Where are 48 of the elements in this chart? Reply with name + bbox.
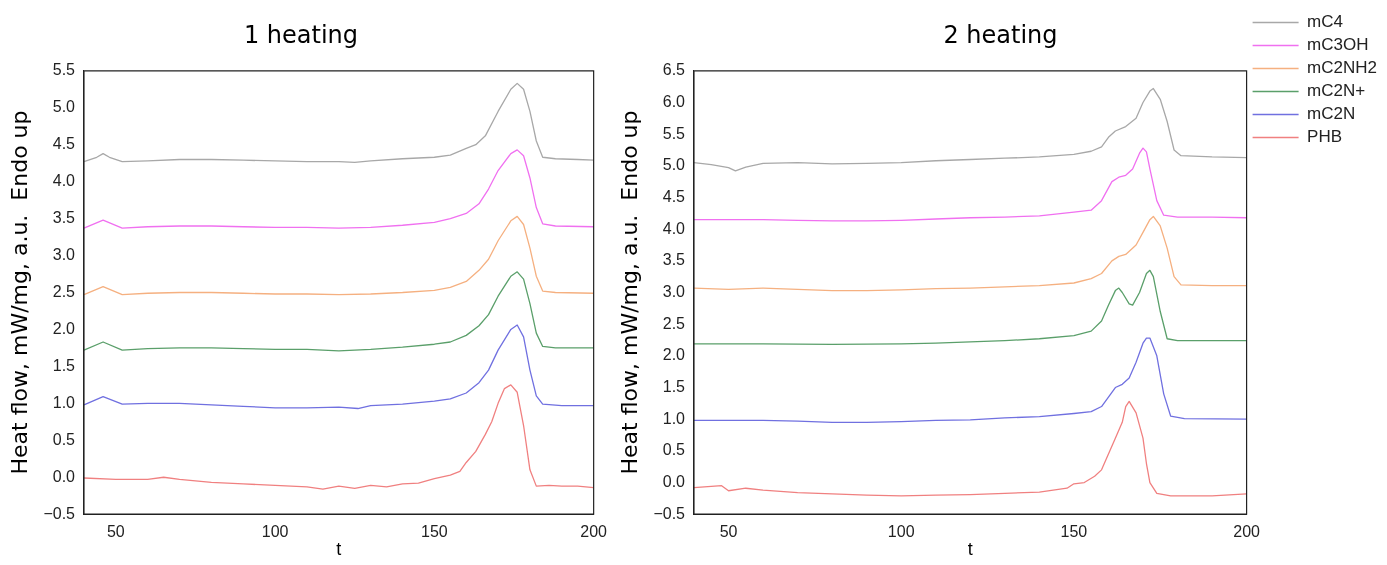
y-tick-label: 3.0 [662, 282, 686, 300]
y-axis-title: Heat flow, mW/mg, a.u. Endo up [616, 110, 642, 475]
legend-label: mC3OH [1307, 35, 1369, 55]
x-tick-label: 100 [887, 523, 915, 541]
x-tick-label: 150 [1060, 523, 1088, 541]
y-tick-label: 0.5 [662, 441, 686, 459]
legend-label: mC2N [1307, 104, 1356, 124]
y-axis-title: Heat flow, mW/mg, a.u. Endo up [6, 110, 32, 475]
y-tick-label: 0.0 [662, 472, 686, 490]
y-tick-label: 4.0 [662, 219, 686, 237]
y-tick-label: 0.0 [52, 467, 76, 485]
x-tick-label: 100 [261, 523, 289, 541]
chart-title: 2 heating [943, 20, 1058, 49]
x-tick-label: 200 [1233, 523, 1261, 541]
y-tick-label: 2.5 [52, 282, 76, 300]
y-tick-label: 3.5 [52, 209, 76, 227]
y-tick-label: 2.5 [662, 314, 686, 332]
y-tick-label: −0.5 [43, 504, 76, 522]
y-tick-label: 2.0 [52, 319, 76, 337]
legend-label: mC2NH2 [1307, 58, 1378, 78]
chart-title: 1 heating [243, 20, 359, 49]
x-axis-title: t [967, 539, 973, 560]
legend-label: mC4 [1307, 12, 1344, 32]
y-tick-label: 6.0 [662, 92, 686, 110]
y-tick-label: 4.0 [52, 172, 76, 190]
y-tick-label: 1.5 [662, 377, 686, 395]
y-tick-label: 4.5 [52, 135, 76, 153]
y-tick-label: 0.5 [52, 430, 76, 448]
x-tick-label: 50 [719, 523, 738, 541]
y-tick-label: 1.5 [52, 356, 76, 374]
y-tick-label: 5.5 [662, 124, 686, 142]
y-tick-label: 5.0 [52, 98, 76, 116]
y-tick-label: −0.5 [653, 504, 686, 522]
y-tick-label: 6.5 [662, 61, 686, 79]
legend-label: PHB [1307, 127, 1343, 147]
x-axis-title: t [336, 539, 342, 560]
y-tick-label: 5.5 [52, 61, 76, 79]
x-tick-label: 50 [106, 523, 125, 541]
legend-label: mC2N+ [1307, 81, 1366, 101]
x-tick-label: 200 [580, 523, 608, 541]
y-tick-label: 1.0 [52, 393, 76, 411]
y-tick-label: 2.0 [662, 346, 686, 364]
y-tick-label: 3.0 [52, 245, 76, 263]
y-tick-label: 1.0 [662, 409, 686, 427]
y-tick-label: 5.0 [662, 156, 686, 174]
x-tick-label: 150 [421, 523, 448, 541]
y-tick-label: 3.5 [662, 251, 686, 269]
y-tick-label: 4.5 [662, 187, 686, 205]
